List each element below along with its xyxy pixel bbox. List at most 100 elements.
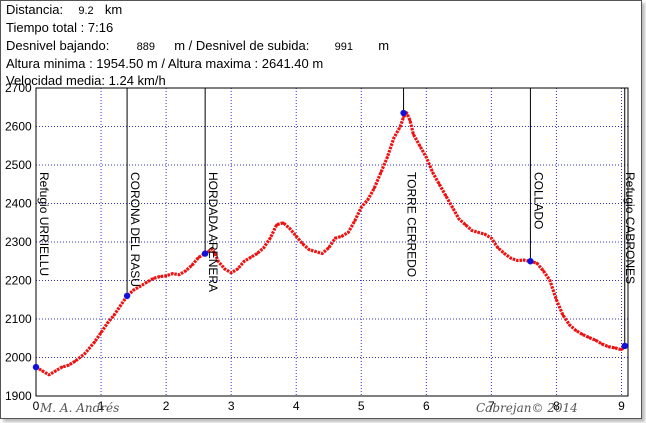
profile-point xyxy=(535,261,539,265)
profile-point xyxy=(402,115,405,119)
distance-line: Distancia: 9.2 km xyxy=(6,2,122,17)
profile-point xyxy=(249,256,252,259)
profile-point xyxy=(607,345,610,348)
x-tick-label-7: 7 xyxy=(488,399,495,413)
distance-label: Distancia: xyxy=(6,2,64,17)
waypoint-label-3: TORRE CERREDO xyxy=(405,172,419,277)
waypoint-marker-4 xyxy=(527,258,534,265)
x-tick-label-3: 3 xyxy=(228,399,235,413)
waypoint-marker-1 xyxy=(123,292,131,300)
profile-point xyxy=(164,274,168,278)
elevation-profile-line xyxy=(35,111,626,377)
x-tick-label-5: 5 xyxy=(358,399,365,413)
profile-point xyxy=(496,246,500,249)
profile-point xyxy=(444,194,448,197)
profile-point xyxy=(268,236,272,240)
desnivel-line: Desnivel bajando: 889 m / Desnivel de su… xyxy=(6,38,389,53)
y-tick-label-2100: 2100 xyxy=(5,312,32,326)
profile-point xyxy=(321,252,324,255)
distance-value: 9.2 xyxy=(78,5,94,17)
profile-point xyxy=(184,269,187,273)
profile-point xyxy=(555,298,558,301)
altitude-range: Altura minima : 1954.50 m / Altura maxim… xyxy=(6,56,324,71)
waypoint-label-4: COLLADO xyxy=(531,172,545,229)
profile-point xyxy=(379,171,382,174)
profile-point xyxy=(477,231,480,234)
profile-point xyxy=(613,346,617,350)
profile-point xyxy=(93,340,96,344)
profile-point xyxy=(67,364,70,367)
profile-point xyxy=(236,267,239,271)
profile-point xyxy=(60,365,64,369)
profile-point xyxy=(262,246,265,249)
desnivel-subida-label: m / Desnivel de subida: xyxy=(174,38,310,53)
waypoint-lines xyxy=(35,88,626,368)
y-tick-label-2300: 2300 xyxy=(5,235,32,249)
profile-point xyxy=(542,269,545,273)
waypoint-labels: Refugio URRIELLU CORONA DEL RASU HORDADA A… xyxy=(37,172,637,292)
x-tick-label-0: 0 xyxy=(33,399,40,413)
profile-point xyxy=(620,348,623,351)
profile-point xyxy=(574,329,578,332)
profile-point xyxy=(197,256,200,259)
profile-point xyxy=(418,144,422,147)
x-tick-label-6: 6 xyxy=(423,399,430,413)
profile-point xyxy=(73,360,77,363)
profile-point xyxy=(177,273,181,276)
credit-left: M. A. Andrés xyxy=(39,401,119,415)
profile-point xyxy=(399,125,402,128)
profile-point xyxy=(568,323,571,326)
profile-point xyxy=(132,288,135,292)
profile-point xyxy=(99,331,103,334)
profile-point xyxy=(242,260,246,263)
profile-point xyxy=(587,336,591,339)
profile-point xyxy=(522,258,526,262)
profile-point xyxy=(210,247,213,251)
profile-point xyxy=(255,252,259,255)
waypoint-marker-5 xyxy=(621,342,628,350)
profile-point xyxy=(408,119,412,122)
profile-point xyxy=(373,186,376,190)
profile-point xyxy=(425,156,428,159)
profile-point xyxy=(308,248,311,251)
profile-point xyxy=(340,235,343,238)
elevation-profile xyxy=(34,111,626,377)
profile-point xyxy=(464,223,467,226)
x-tick-label-1: 1 xyxy=(98,399,105,413)
profile-point xyxy=(386,156,389,159)
profile-point xyxy=(548,279,552,282)
waypoint-label-2: HORDADA ARENERA xyxy=(206,172,220,292)
profile-point xyxy=(138,285,142,288)
profile-point xyxy=(470,229,474,232)
profile-point xyxy=(47,373,51,377)
profile-point xyxy=(581,333,584,336)
waypoint-label-0: Refugio URRIELLU xyxy=(37,172,51,276)
desnivel-bajando-value: 889 xyxy=(136,41,155,53)
x-tick-label-8: 8 xyxy=(553,399,560,413)
profile-point xyxy=(213,252,217,255)
plot-area-border xyxy=(35,87,629,397)
x-tick-label-9: 9 xyxy=(618,399,625,413)
y-tick-label-1900: 1900 xyxy=(5,389,32,403)
grid-lines xyxy=(36,88,628,396)
profile-point xyxy=(412,133,415,136)
profile-point xyxy=(438,183,441,186)
total-time: Tiempo total : 7:16 xyxy=(6,20,114,35)
profile-point xyxy=(288,227,291,230)
profile-point xyxy=(353,219,356,223)
waypoint-label-5: Refugio CABRONES xyxy=(623,172,637,284)
profile-point xyxy=(509,256,513,260)
y-tick-label-2700: 2700 xyxy=(5,81,32,95)
profile-point xyxy=(347,231,350,234)
profile-point xyxy=(594,338,597,342)
profile-point xyxy=(360,206,363,209)
profile-point xyxy=(223,267,226,271)
profile-point xyxy=(275,223,278,226)
profile-point xyxy=(483,233,487,236)
desnivel-subida-value: 991 xyxy=(334,41,353,53)
profile-point xyxy=(451,206,454,209)
desnivel-subida-unit: m xyxy=(378,38,390,53)
waypoint-marker-3 xyxy=(400,109,407,117)
